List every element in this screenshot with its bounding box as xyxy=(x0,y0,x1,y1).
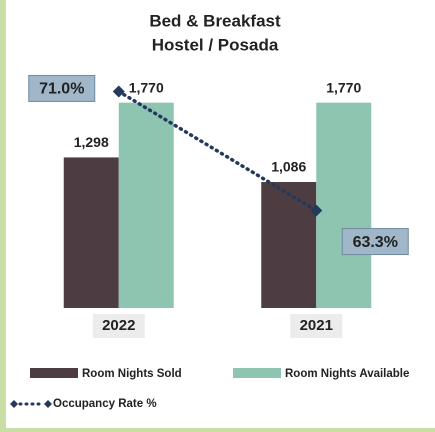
line-marker xyxy=(112,85,125,98)
legend-marker xyxy=(44,400,52,408)
data-label-box xyxy=(341,228,409,256)
bar xyxy=(63,157,119,308)
data-label: 1,770 xyxy=(129,79,164,95)
category-label-bg xyxy=(290,314,343,338)
legend-label: Occupancy Rate % xyxy=(53,398,157,410)
data-label: 1,298 xyxy=(74,134,109,150)
legend-label: Room Nights Sold xyxy=(82,368,182,380)
bar xyxy=(118,102,174,309)
legend-swatch xyxy=(30,368,78,378)
legend-marker xyxy=(10,400,18,408)
left-border xyxy=(0,0,6,432)
line-marker xyxy=(310,204,323,217)
data-label: 71.0% xyxy=(39,81,84,98)
chart-title: Hostel / Posada xyxy=(152,35,279,54)
line xyxy=(117,89,318,213)
data-label: 1,770 xyxy=(326,79,361,95)
data-label-box xyxy=(28,74,96,102)
data-label: 63.3% xyxy=(353,234,398,251)
bottom-border xyxy=(0,428,435,432)
legend-swatch xyxy=(233,368,281,378)
bar xyxy=(261,182,317,308)
bar xyxy=(316,102,372,309)
x-tick-label: 2022 xyxy=(102,317,135,334)
category-label-bg xyxy=(92,314,145,338)
data-label: 1,086 xyxy=(271,159,306,175)
x-tick-label: 2021 xyxy=(300,317,333,334)
legend-label: Room Nights Available xyxy=(285,368,409,380)
chart-title: Bed & Breakfast xyxy=(149,11,281,30)
